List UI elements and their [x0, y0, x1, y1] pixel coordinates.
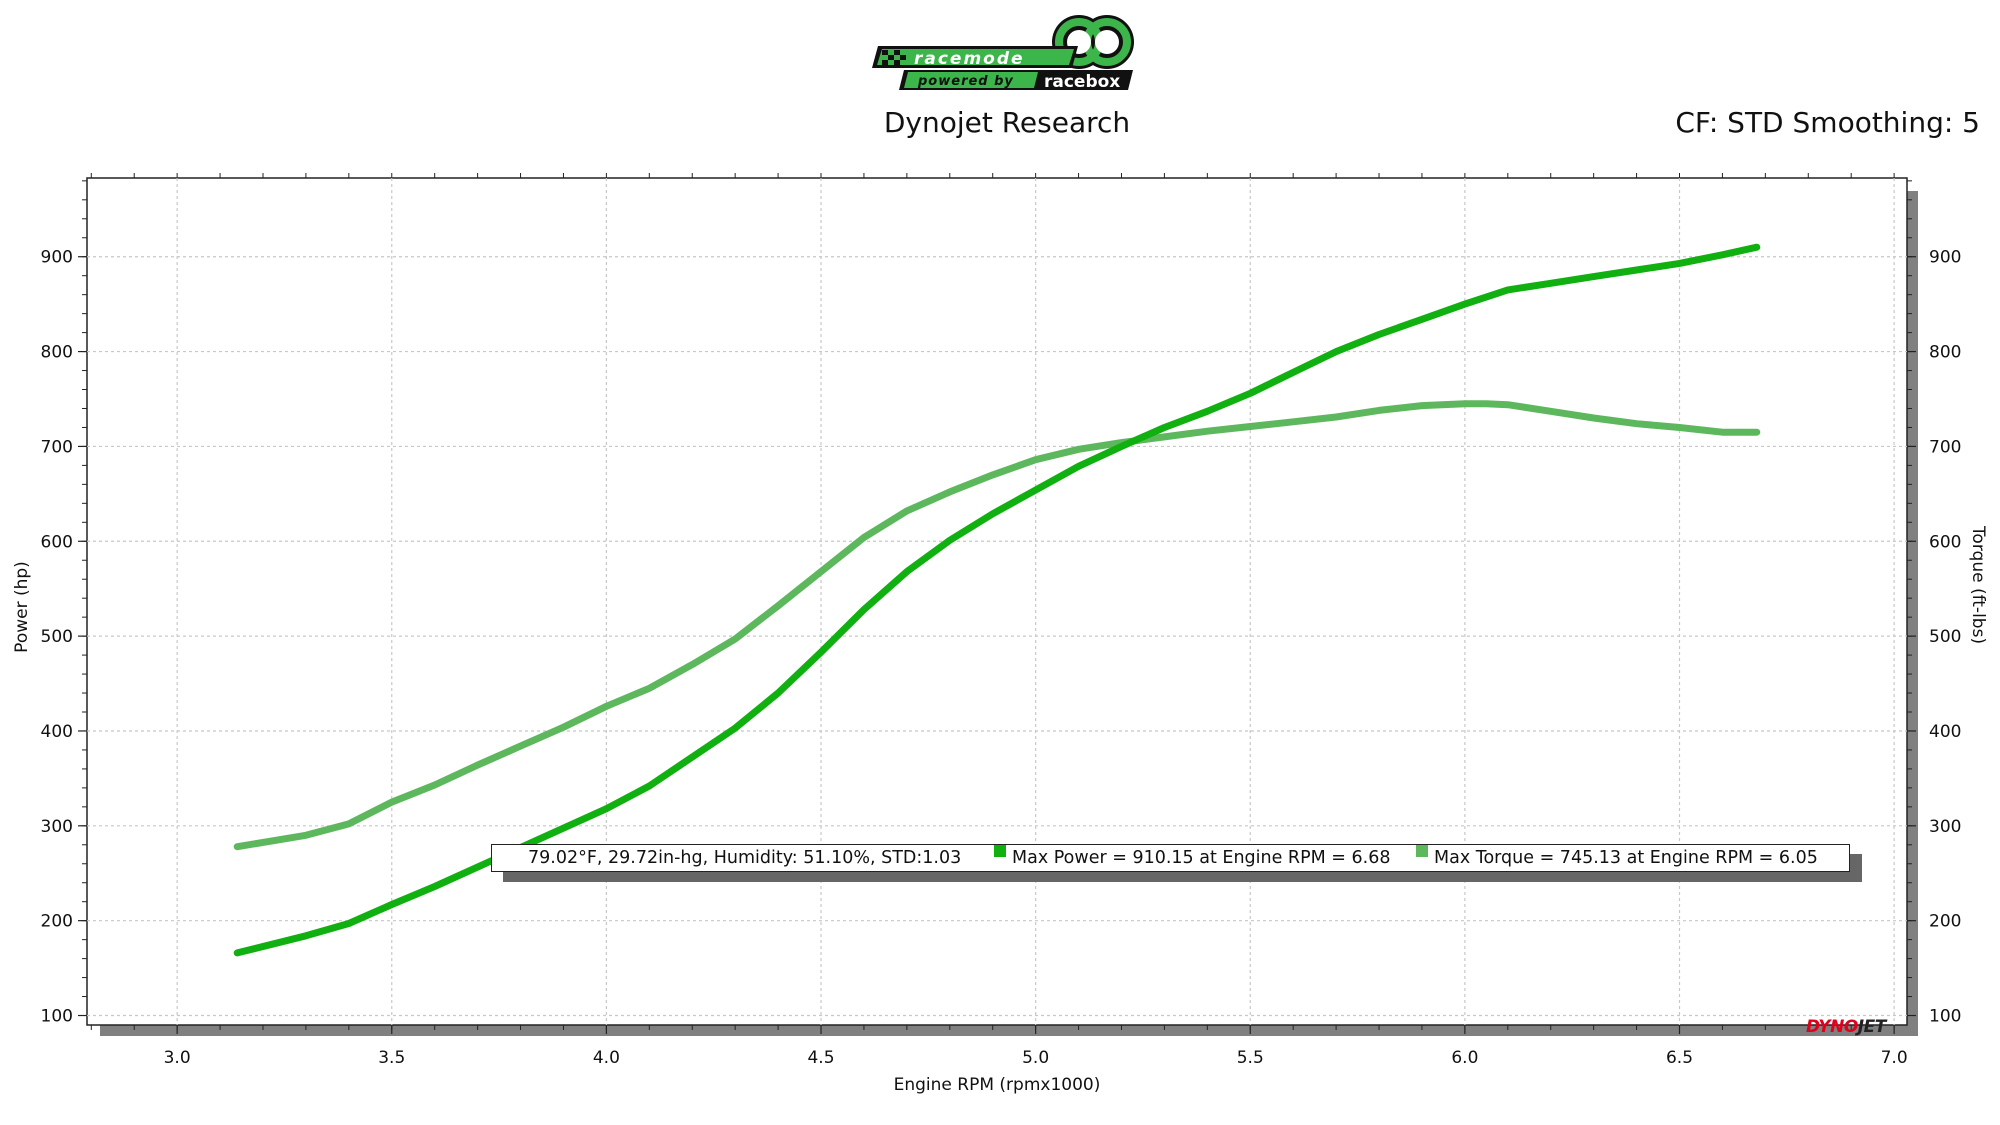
- legend-box: 79.02°F, 29.72in-hg, Humidity: 51.10%, S…: [491, 844, 1850, 872]
- plot-shadow-right: [1906, 191, 1918, 1025]
- y-right-tick-label: 300: [1929, 817, 1961, 837]
- y-right-tick-label: 500: [1929, 627, 1961, 647]
- x-tick-label: 7.0: [1881, 1048, 1908, 1068]
- plot-area: [86, 177, 1908, 1026]
- y-right-tick-label: 900: [1929, 248, 1961, 268]
- y-left-tick-label: 500: [41, 627, 73, 647]
- legend-torque-label: Max Torque = 745.13 at Engine RPM = 6.05: [1434, 848, 1818, 868]
- series-line-power: [233, 243, 1761, 957]
- y-right-tick-label: 600: [1929, 532, 1961, 552]
- y-left-tick-label: 300: [41, 817, 73, 837]
- y-right-tick-label: 800: [1929, 343, 1961, 363]
- y-left-tick-label: 100: [41, 1007, 73, 1027]
- checkered-flag-icon: [882, 50, 906, 65]
- series-line-torque: [233, 400, 1761, 851]
- y-right-tick-label: 400: [1929, 722, 1961, 742]
- y-axis-left-title: Power (hp): [12, 561, 32, 653]
- y-left-tick-label: 200: [41, 912, 73, 932]
- plot-shadow-bottom: [100, 1025, 1918, 1036]
- y-left-tick-label: 700: [41, 437, 73, 457]
- y-right-tick-label: 200: [1929, 912, 1961, 932]
- x-tick-label: 6.0: [1451, 1048, 1478, 1068]
- y-left-tick-label: 900: [41, 248, 73, 268]
- legend-conditions: 79.02°F, 29.72in-hg, Humidity: 51.10%, S…: [528, 848, 962, 868]
- y-left-tick-label: 600: [41, 532, 73, 552]
- x-tick-label: 3.5: [378, 1048, 405, 1068]
- x-tick-label: 4.0: [593, 1048, 620, 1068]
- logo-racebox-text: racebox: [1044, 72, 1120, 92]
- legend-power-label: Max Power = 910.15 at Engine RPM = 6.68: [1012, 848, 1391, 868]
- y-right-tick-label: 100: [1929, 1007, 1961, 1027]
- axis-ticks: 3.0 3.5 4.0 4.5 5.0 5.5 6.0 6.5 7.0 100 100 200 200 3…: [41, 173, 1961, 1068]
- logo-racemode-text: racemode: [914, 49, 1025, 69]
- legend-torque-swatch: [1416, 845, 1428, 857]
- series-layer: [233, 243, 1761, 957]
- x-tick-label: 5.5: [1237, 1048, 1264, 1068]
- x-tick-label: 5.0: [1022, 1048, 1049, 1068]
- y-right-tick-label: 700: [1929, 437, 1961, 457]
- legend-power-swatch: [994, 845, 1006, 857]
- dynojet-watermark-left: DYNO: [1806, 1017, 1858, 1037]
- dynojet-watermark: DYNOJET: [1806, 1017, 1886, 1037]
- racemode-racebox-logo: racemode powered by racebox: [872, 15, 1134, 92]
- y-axis-right-title: Torque (ft-lbs): [1968, 525, 1988, 644]
- logo-powered-by-text: powered by: [917, 74, 1014, 89]
- y-left-tick-label: 400: [41, 722, 73, 742]
- dynojet-watermark-right: JET: [1857, 1017, 1887, 1037]
- chart-title: Dynojet Research: [883, 106, 1131, 139]
- y-left-tick-label: 800: [41, 343, 73, 363]
- x-axis-title: Engine RPM (rpmx1000): [894, 1075, 1101, 1095]
- x-tick-label: 3.0: [164, 1048, 191, 1068]
- correction-factor-text: CF: STD Smoothing: 5: [1675, 106, 1980, 139]
- x-tick-label: 4.5: [807, 1048, 834, 1068]
- x-tick-label: 6.5: [1666, 1048, 1693, 1068]
